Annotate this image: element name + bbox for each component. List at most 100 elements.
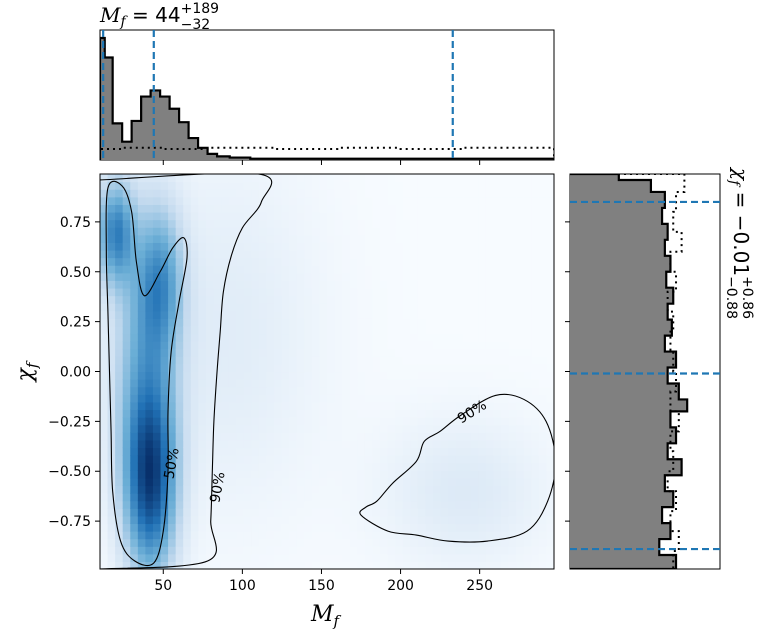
heatmap-cell — [130, 249, 139, 259]
heatmap-cell — [137, 280, 146, 289]
heatmap-cell — [205, 348, 215, 357]
heatmap-cell — [281, 493, 290, 502]
heatmap-cell — [448, 439, 457, 449]
heatmap-cell — [130, 333, 139, 342]
heatmap-cell — [304, 287, 313, 297]
heatmap-cell — [440, 531, 449, 540]
heatmap-cell — [523, 348, 532, 357]
heatmap-cell — [334, 561, 343, 569]
heatmap-cell — [100, 227, 109, 236]
heatmap-cell — [410, 470, 419, 479]
heatmap-cell — [168, 371, 177, 380]
heatmap-cell — [432, 485, 442, 494]
heatmap-cell — [516, 379, 525, 388]
heatmap-cell — [372, 394, 381, 403]
heatmap-cell — [311, 515, 321, 525]
heatmap-cell — [266, 356, 275, 365]
heatmap-cell — [160, 227, 169, 236]
heatmap-cell — [145, 265, 154, 274]
heatmap-cell — [243, 386, 252, 395]
heatmap-cell — [183, 265, 192, 274]
heatmap-cell — [122, 439, 131, 449]
heatmap-cell — [274, 439, 283, 449]
heatmap-cell — [327, 531, 336, 540]
heatmap-cell — [243, 310, 252, 319]
heatmap-cell — [402, 553, 411, 563]
heatmap-cell — [221, 477, 230, 487]
heatmap-cell — [168, 265, 177, 274]
heatmap-cell — [266, 204, 275, 213]
x-axis-ticks: 50 100 150 200 250 — [154, 569, 493, 594]
heatmap-cell — [425, 280, 434, 289]
heatmap-cell — [440, 371, 449, 380]
heatmap-cell — [304, 265, 313, 274]
heatmap-cell — [266, 303, 275, 312]
heatmap-cell — [100, 272, 109, 281]
heatmap-cell — [349, 272, 358, 281]
heatmap-cell — [440, 325, 449, 335]
heatmap-cell — [508, 280, 517, 289]
heatmap-cell — [455, 379, 464, 388]
heatmap-cell — [448, 401, 457, 411]
heatmap-cell — [205, 174, 215, 183]
heatmap-cell — [304, 386, 313, 395]
heatmap-cell — [463, 318, 472, 327]
heatmap-cell — [364, 280, 373, 289]
heatmap-cell — [281, 280, 290, 289]
heatmap-cell — [402, 447, 411, 456]
heatmap-cell — [342, 189, 351, 198]
heatmap-cell — [410, 371, 419, 380]
heatmap-cell — [198, 561, 207, 569]
heatmap-cell — [137, 204, 146, 213]
heatmap-cell — [304, 538, 313, 547]
heatmap-cell — [485, 242, 495, 251]
heatmap-cell — [402, 280, 411, 289]
heatmap-cell — [402, 515, 411, 525]
heatmap-cell — [410, 234, 419, 243]
heatmap-cell — [160, 493, 169, 502]
heatmap-cell — [152, 257, 162, 266]
heatmap-cell — [501, 523, 510, 532]
heatmap-cell — [485, 531, 495, 540]
heatmap-cell — [425, 386, 434, 395]
heatmap-cell — [523, 257, 532, 266]
heatmap-cell — [417, 500, 426, 509]
heatmap-cell — [538, 257, 548, 266]
heatmap-cell — [327, 265, 336, 274]
heatmap-cell — [115, 257, 124, 266]
heatmap-cell — [311, 280, 321, 289]
heatmap-cell — [410, 249, 419, 259]
heatmap-cell — [395, 242, 404, 251]
right-posterior-fill — [570, 174, 688, 569]
heatmap-cell — [311, 356, 321, 365]
heatmap-cell — [379, 211, 389, 221]
heatmap-cell — [190, 211, 199, 221]
heatmap-cell — [417, 249, 426, 259]
heatmap-cell — [425, 257, 434, 266]
heatmap-cell — [493, 417, 502, 426]
heatmap-cell — [379, 371, 389, 380]
heatmap-cell — [130, 417, 139, 426]
heatmap-cell — [289, 174, 298, 183]
heatmap-cell — [364, 470, 373, 479]
heatmap-cell — [228, 211, 237, 221]
heatmap-cell — [493, 477, 502, 487]
heatmap-cell — [236, 401, 245, 411]
heatmap-cell — [175, 439, 184, 449]
heatmap-cell — [100, 363, 109, 373]
heatmap-cell — [448, 295, 457, 304]
heatmap-cell — [395, 553, 404, 563]
heatmap-cell — [258, 455, 268, 464]
heatmap-cell — [364, 485, 373, 494]
heatmap-cell — [221, 280, 230, 289]
heatmap-cell — [198, 189, 207, 198]
heatmap-cell — [115, 477, 124, 487]
heatmap-cell — [175, 174, 184, 183]
heatmap-cell — [448, 553, 457, 563]
heatmap-cell — [334, 219, 343, 228]
heatmap-cell — [198, 211, 207, 221]
heatmap-cell — [402, 310, 411, 319]
heatmap-cell — [364, 401, 373, 411]
heatmap-cell — [463, 439, 472, 449]
heatmap-cell — [546, 310, 554, 319]
